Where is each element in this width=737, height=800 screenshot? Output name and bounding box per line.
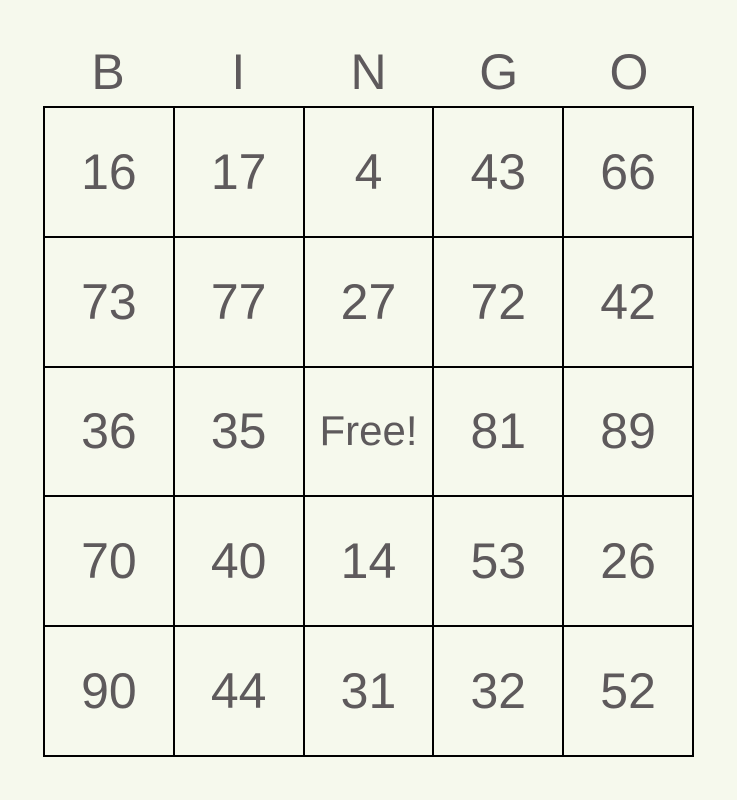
bingo-cell[interactable]: 52 bbox=[563, 626, 693, 756]
bingo-cell[interactable]: 90 bbox=[44, 626, 174, 756]
bingo-cell[interactable]: 35 bbox=[173, 366, 304, 497]
bingo-cell[interactable]: 27 bbox=[303, 236, 434, 367]
free-space-cell[interactable]: Free! bbox=[303, 366, 434, 497]
bingo-cell[interactable]: 81 bbox=[433, 366, 564, 497]
bingo-cell[interactable]: 4 bbox=[303, 107, 434, 237]
header-letter-o: O bbox=[609, 44, 649, 100]
bingo-cell[interactable]: 31 bbox=[303, 626, 434, 756]
bingo-cell[interactable]: 36 bbox=[44, 366, 174, 497]
bingo-cell[interactable]: 89 bbox=[563, 366, 693, 497]
header-letter-b: B bbox=[91, 44, 125, 100]
bingo-cell[interactable]: 16 bbox=[44, 107, 174, 237]
bingo-cell[interactable]: 42 bbox=[563, 236, 693, 367]
bingo-cell[interactable]: 53 bbox=[433, 496, 564, 627]
bingo-cell[interactable]: 17 bbox=[173, 107, 304, 237]
bingo-cell[interactable]: 14 bbox=[303, 496, 434, 627]
bingo-cell[interactable]: 72 bbox=[433, 236, 564, 367]
bingo-cell[interactable]: 66 bbox=[563, 107, 693, 237]
bingo-cell[interactable]: 43 bbox=[433, 107, 564, 237]
header-letter-g: G bbox=[479, 44, 519, 100]
bingo-cell[interactable]: 44 bbox=[173, 626, 304, 756]
header-letter-n: N bbox=[350, 44, 387, 100]
bingo-cell[interactable]: 26 bbox=[563, 496, 693, 627]
header-letter-i: I bbox=[231, 44, 246, 100]
bingo-grid: 16 17 4 43 66 73 77 27 72 42 36 35 Free! 81 89 70 40 14 53… bbox=[43, 106, 694, 757]
bingo-cell[interactable]: 40 bbox=[173, 496, 304, 627]
bingo-cell[interactable]: 32 bbox=[433, 626, 564, 756]
bingo-cell[interactable]: 77 bbox=[173, 236, 304, 367]
bingo-cell[interactable]: 73 bbox=[44, 236, 174, 367]
bingo-cell[interactable]: 70 bbox=[44, 496, 174, 627]
